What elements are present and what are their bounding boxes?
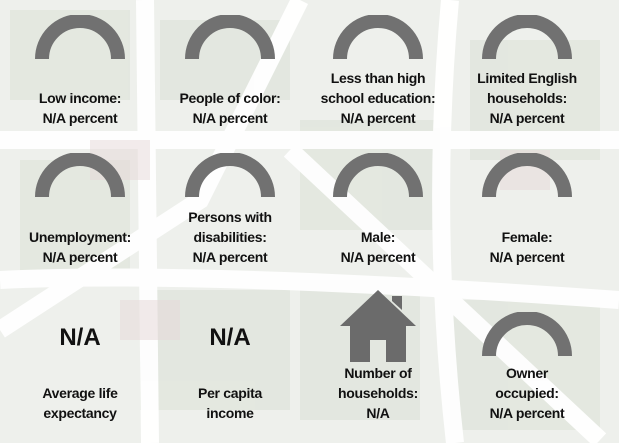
gauge-arc (482, 153, 572, 198)
card-label: Owner occupied: N/A percent (452, 363, 602, 423)
label-line: Number of (344, 365, 412, 381)
gauge-arc (35, 153, 125, 198)
label-line: Limited English (477, 70, 577, 86)
label-line: Female: (501, 229, 553, 245)
card-label: Unemployment: N/A percent (5, 227, 155, 267)
label-line: N/A percent (192, 110, 268, 126)
gauge (482, 153, 572, 198)
label-line: People of color: (179, 90, 281, 106)
label-line: expectancy (43, 405, 117, 421)
label-line: Average life (42, 385, 118, 401)
gauge (185, 153, 275, 198)
gauge-arc (482, 312, 572, 357)
card-label: Per capita income (155, 383, 305, 423)
label-line: N/A percent (340, 249, 416, 265)
label-line: Low income: (38, 90, 122, 106)
gauge-arc (185, 153, 275, 198)
gauge-arc (35, 15, 125, 60)
label-line: income (206, 405, 254, 421)
label-line: N/A percent (42, 249, 118, 265)
gauge (35, 153, 125, 198)
figure-value: N/A (209, 324, 251, 351)
label-line: Per capita (198, 385, 262, 401)
gauge-arc (333, 15, 423, 60)
gauge (482, 15, 572, 60)
label-line: Unemployment: (29, 229, 131, 245)
gauge-arc (185, 15, 275, 60)
label-line: N/A percent (489, 249, 565, 265)
label-line: N/A percent (340, 110, 416, 126)
figure-value: N/A (59, 324, 101, 351)
label-line: occupied: (495, 385, 559, 401)
card-label: Number of households: N/A (303, 363, 453, 423)
label-line: N/A percent (192, 249, 268, 265)
card-label: Less than high school education: N/A perce… (303, 68, 453, 128)
label-line: N/A percent (489, 110, 565, 126)
gauge (482, 312, 572, 357)
card-label: Persons with disabilities: N/A percent (155, 207, 305, 267)
gauge-arc (482, 15, 572, 60)
label-line: N/A percent (489, 405, 565, 421)
label-line: disabilities: (193, 229, 267, 245)
gauge-arc (333, 153, 423, 198)
label-line: households: (487, 90, 567, 106)
gauge (333, 15, 423, 60)
card-label: Female: N/A percent (452, 227, 602, 267)
gauge (333, 153, 423, 198)
label-line: households: (338, 385, 418, 401)
gauge (35, 15, 125, 60)
card-label: Average life expectancy (5, 383, 155, 423)
label-line: N/A percent (42, 110, 118, 126)
label-line: school education: (320, 90, 436, 106)
label-line: Less than high (330, 70, 426, 86)
label-line: Owner (505, 365, 549, 381)
card-label: People of color: N/A percent (155, 88, 305, 128)
card-label: Limited English households: N/A percent (452, 68, 602, 128)
house-icon (340, 290, 416, 362)
label-line: Persons with (188, 209, 272, 225)
label-line: Male: (360, 229, 396, 245)
house-shape (340, 290, 416, 362)
label-line: N/A (366, 405, 390, 421)
card-label: Male: N/A percent (303, 227, 453, 267)
gauge (185, 15, 275, 60)
card-label: Low income: N/A percent (5, 88, 155, 128)
